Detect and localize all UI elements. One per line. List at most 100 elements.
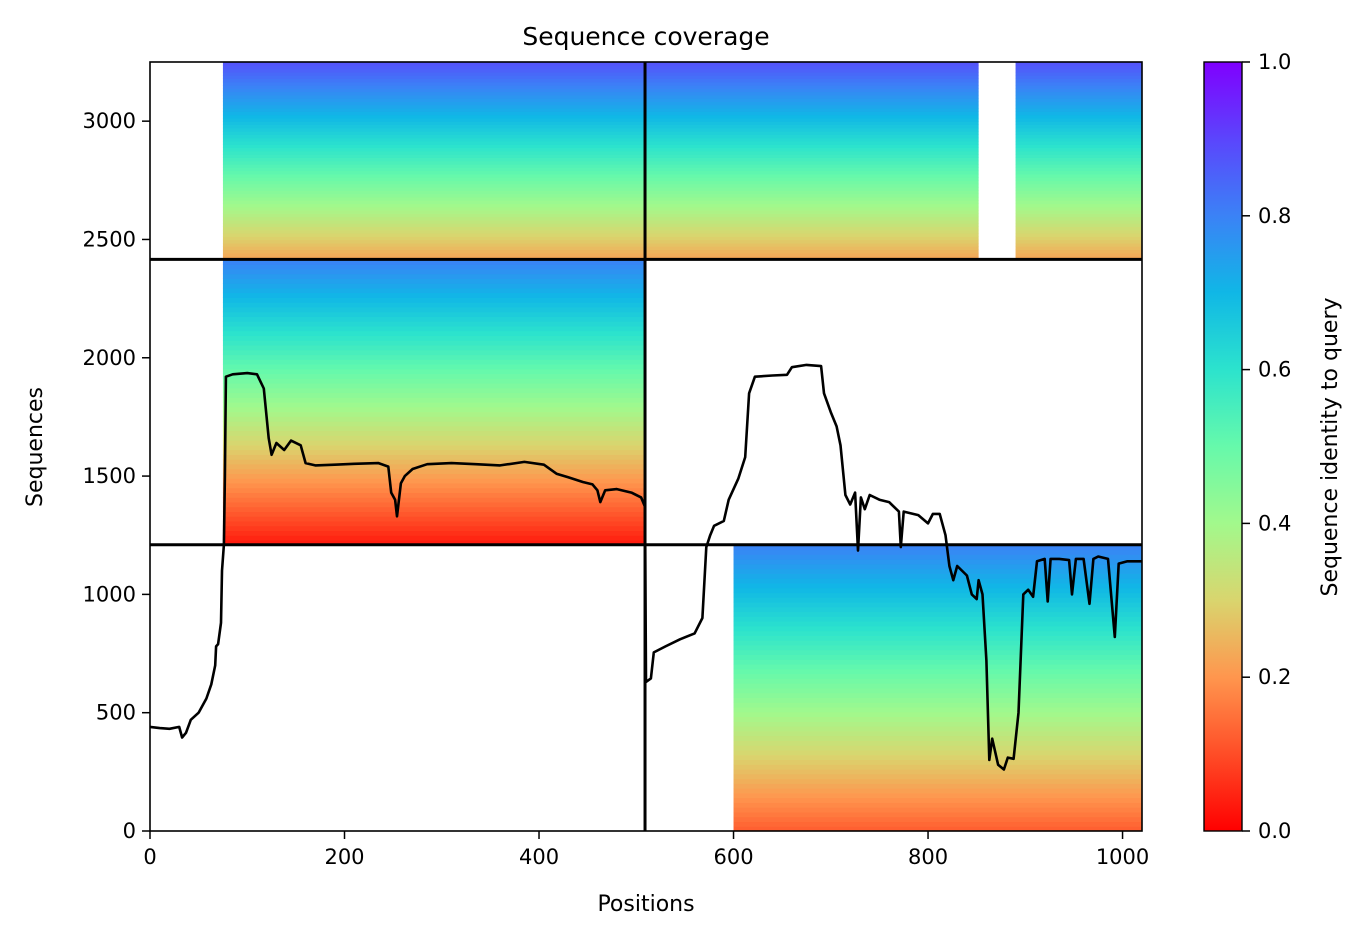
coverage-band xyxy=(222,368,646,375)
coverage-band xyxy=(645,154,979,158)
coverage-band xyxy=(733,821,1142,827)
coverage-band xyxy=(222,206,646,211)
coverage-band xyxy=(222,98,646,103)
coverage-band xyxy=(222,108,646,112)
x-tick-label: 1000 xyxy=(1096,845,1149,869)
coverage-band xyxy=(1015,216,1142,221)
x-tick-label: 800 xyxy=(908,845,948,869)
coverage-band xyxy=(1015,121,1142,126)
coverage-band xyxy=(645,210,979,214)
colorbar-tick-label: 0.4 xyxy=(1258,511,1291,535)
coverage-band xyxy=(645,206,979,211)
coverage-band xyxy=(733,797,1142,803)
coverage-band xyxy=(733,544,1142,551)
coverage-band xyxy=(645,246,979,251)
coverage-band xyxy=(222,392,646,398)
coverage-band xyxy=(645,62,979,66)
coverage-band xyxy=(222,411,646,417)
x-axis: 0 200 400 600 800 1000 xyxy=(143,831,1149,869)
y-tick-label: 1500 xyxy=(83,464,136,488)
coverage-band xyxy=(1015,94,1142,99)
coverage-band xyxy=(733,702,1142,708)
coverage-band xyxy=(222,62,646,66)
coverage-band xyxy=(733,764,1142,770)
coverage-band xyxy=(222,454,646,460)
coverage-band xyxy=(222,349,646,356)
coverage-band xyxy=(1015,65,1142,70)
plot-frame xyxy=(149,61,1143,832)
coverage-band xyxy=(222,430,646,436)
coverage-band xyxy=(1015,117,1142,122)
coverage-band xyxy=(733,788,1142,794)
y-tick-label: 1000 xyxy=(83,582,136,606)
coverage-band xyxy=(222,425,646,432)
coverage-band xyxy=(1015,163,1142,168)
coverage-band xyxy=(222,406,646,413)
coverage-band xyxy=(733,601,1142,608)
coverage-band xyxy=(645,144,979,149)
coverage-band xyxy=(733,611,1142,617)
coverage-band xyxy=(1015,173,1142,178)
coverage-band xyxy=(645,190,979,195)
coverage-band xyxy=(733,654,1142,660)
colorbar-tick-label: 0.0 xyxy=(1258,819,1291,843)
coverage-band xyxy=(645,91,979,96)
colorbar-tick-label: 0.8 xyxy=(1258,204,1291,228)
coverage-band xyxy=(222,340,646,346)
coverage-band xyxy=(222,239,646,244)
coverage-band xyxy=(645,170,979,175)
coverage-band xyxy=(733,659,1142,665)
coverage-band xyxy=(222,463,646,470)
coverage-band xyxy=(733,692,1142,698)
coverage-band xyxy=(222,193,646,198)
coverage-band xyxy=(1015,140,1142,145)
coverage-band xyxy=(645,233,979,237)
coverage-band xyxy=(1015,75,1142,80)
y-axis-label: Sequences xyxy=(23,387,48,507)
coverage-band xyxy=(733,625,1142,632)
coverage-band xyxy=(1015,186,1142,191)
coverage-line xyxy=(150,363,1142,771)
coverage-band xyxy=(1015,111,1142,116)
coverage-band xyxy=(222,196,646,201)
coverage-block xyxy=(222,259,646,546)
coverage-band xyxy=(222,144,646,149)
coverage-band xyxy=(645,127,979,132)
coverage-band xyxy=(222,421,646,427)
coverage-band xyxy=(222,157,646,162)
coverage-band xyxy=(222,525,646,532)
coverage-band xyxy=(222,278,646,284)
coverage-band xyxy=(222,297,646,303)
coverage-band xyxy=(645,160,979,165)
coverage-band xyxy=(222,210,646,214)
coverage-band xyxy=(222,487,646,493)
coverage-band xyxy=(733,668,1142,675)
coverage-band xyxy=(222,501,646,508)
coverage-band xyxy=(733,582,1142,589)
x-axis-label: Positions xyxy=(597,892,694,917)
coverage-band xyxy=(222,140,646,145)
coverage-band xyxy=(645,180,979,185)
coverage-band xyxy=(645,193,979,198)
coverage-band xyxy=(733,573,1142,579)
x-tick-label: 600 xyxy=(713,845,753,869)
coverage-band xyxy=(222,233,646,237)
coverage-band xyxy=(222,131,646,135)
coverage-band xyxy=(222,242,646,247)
coverage-block xyxy=(733,544,1142,831)
x-tick-label: 400 xyxy=(519,845,559,869)
coverage-band xyxy=(645,94,979,99)
coverage-band xyxy=(645,114,979,119)
coverage-band xyxy=(733,644,1142,651)
coverage-band xyxy=(733,773,1142,780)
coverage-band xyxy=(222,134,646,139)
coverage-band xyxy=(222,127,646,132)
y-tick-label: 0 xyxy=(123,819,136,843)
coverage-band xyxy=(645,219,979,224)
coverage-band xyxy=(645,163,979,168)
coverage-band xyxy=(1015,203,1142,208)
coverage-band xyxy=(222,104,646,109)
coverage-band xyxy=(645,108,979,112)
coverage-band xyxy=(645,111,979,116)
